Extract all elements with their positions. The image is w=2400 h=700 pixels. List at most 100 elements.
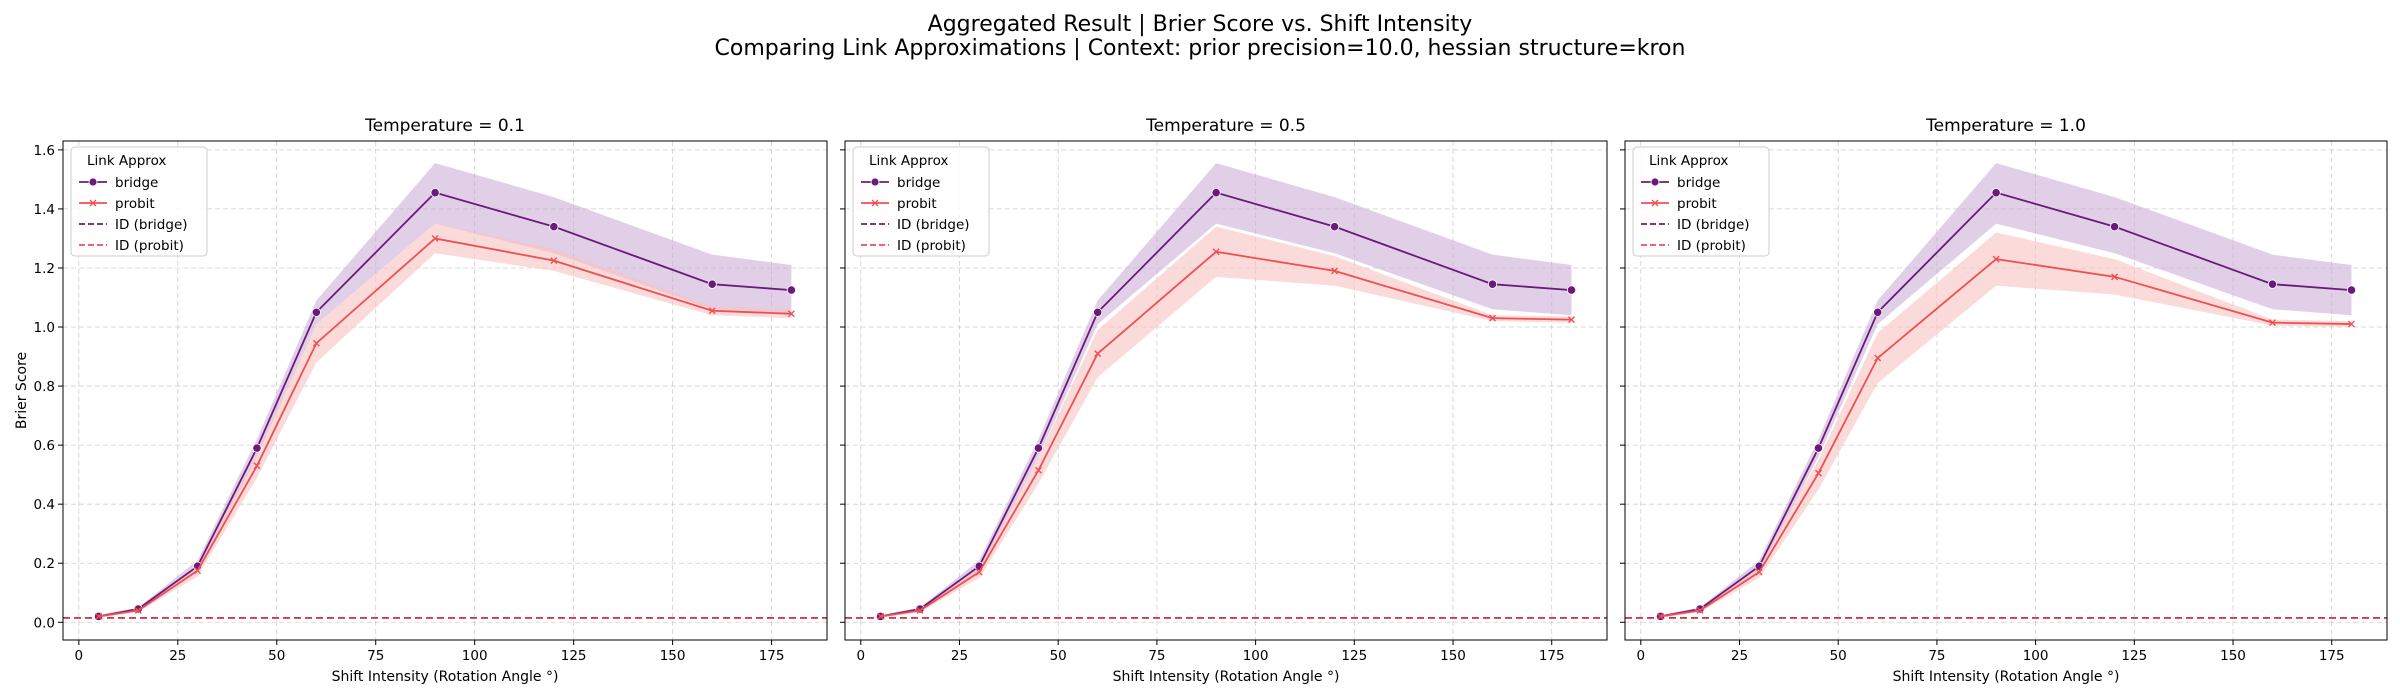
y-tick-label: 0.0 (34, 615, 55, 631)
legend-marker (1651, 199, 1659, 207)
legend-marker (1650, 177, 1660, 187)
data-point-bridge (2346, 285, 2357, 295)
data-point-probit (1992, 255, 2000, 263)
x-tick-label: 150 (1440, 648, 1466, 664)
axes-frame (62, 140, 828, 641)
subplot-2: Temperature = 0.5 0 25 50 75 100 125 150 175 Shif… (840, 116, 1608, 685)
x-tick-label: 0 (856, 648, 865, 664)
figure-title-line1: Aggregated Result | Brier Score vs. Shif… (928, 12, 1473, 37)
legend-title: Link Approx (87, 153, 166, 169)
x-tick-label: 75 (367, 648, 384, 664)
data-point-probit (787, 310, 795, 318)
legend-entry-label: bridge (1677, 175, 1720, 191)
x-axis-label: Shift Intensity (Rotation Angle °) (1893, 669, 2120, 685)
data-point-bridge (1566, 285, 1577, 295)
data-point-bridge (707, 279, 717, 289)
data-point-probit (2269, 319, 2276, 327)
legend: Link Approx bridge probit ID (bridge) ID (pr… (852, 146, 990, 257)
data-point-probit (253, 462, 261, 470)
y-tick-label: 0.8 (34, 379, 55, 395)
legend-entry-label: probit (1677, 196, 1717, 212)
y-axis-label: Brier Score (14, 352, 30, 429)
data-point-probit (1755, 568, 1763, 576)
x-tick-label: 0 (1636, 648, 1645, 664)
data-point-bridge (1329, 222, 1340, 232)
x-tick-label: 100 (462, 648, 488, 664)
x-tick-label: 75 (1148, 648, 1165, 664)
data-point-bridge (549, 222, 559, 232)
data-point-probit (431, 234, 439, 242)
subplot-3: Temperature = 1.0 0 25 50 75 100 125 150 175 Shif… (1620, 116, 2388, 685)
legend-entry-label: bridge (115, 175, 158, 191)
data-point-probit (1874, 354, 1882, 362)
x-tick-label: 100 (1243, 648, 1269, 664)
y-tick-label: 1.0 (34, 320, 55, 336)
y-tick-label: 0.4 (34, 497, 55, 513)
legend-entry-label: ID (bridge) (897, 217, 970, 233)
data-point-probit (916, 606, 924, 614)
x-tick-label: 75 (1928, 648, 1945, 664)
x-tick-label: 25 (1731, 648, 1748, 664)
data-point-bridge (430, 188, 440, 198)
data-point-probit (975, 568, 983, 576)
x-tick-label: 25 (951, 648, 968, 664)
x-axis-label: Shift Intensity (Rotation Angle °) (332, 669, 559, 685)
data-point-probit (1094, 350, 1102, 358)
y-tick-label: 0.6 (34, 438, 55, 454)
y-tick-label: 1.6 (34, 143, 55, 159)
y-tick-label: 1.2 (34, 261, 55, 277)
legend-box (1632, 146, 1770, 257)
data-point-probit (1696, 606, 1704, 614)
data-point-bridge (1093, 307, 1103, 317)
data-point-probit (194, 567, 202, 575)
x-tick-label: 175 (759, 648, 785, 664)
subplot-title: Temperature = 0.5 (1145, 116, 1306, 136)
data-point-bridge (2267, 279, 2278, 289)
data-point-probit (1657, 612, 1665, 620)
data-point-bridge (1813, 443, 1824, 453)
data-point-probit (312, 339, 320, 347)
legend-marker (89, 199, 97, 207)
legend-entry-label: probit (897, 196, 937, 212)
x-tick-label: 150 (2220, 648, 2246, 664)
axes-frame (844, 140, 1608, 641)
legend: Link Approx bridge probit ID (bridge) ID (pr… (70, 146, 208, 257)
legend-entry-label: probit (115, 196, 155, 212)
subplot-title: Temperature = 0.1 (364, 116, 525, 136)
legend-entry-label: bridge (897, 175, 940, 191)
x-tick-label: 100 (2023, 648, 2049, 664)
x-tick-label: 150 (660, 648, 686, 664)
legend-entry-label: ID (bridge) (115, 217, 188, 233)
data-point-probit (877, 612, 885, 620)
x-tick-label: 125 (2121, 648, 2147, 664)
data-point-probit (1814, 469, 1822, 477)
data-point-probit (95, 612, 103, 620)
data-point-bridge (252, 443, 262, 453)
data-point-probit (2347, 320, 2355, 328)
data-point-probit (1331, 267, 1339, 275)
data-point-probit (2111, 273, 2119, 281)
x-tick-label: 175 (1539, 648, 1565, 664)
x-tick-label: 175 (2319, 648, 2345, 664)
legend-entry-label: ID (probit) (115, 238, 184, 254)
data-point-probit (1489, 314, 1496, 322)
data-point-bridge (311, 307, 321, 317)
legend-box (70, 146, 208, 257)
legend-marker (870, 177, 880, 187)
x-axis-label: Shift Intensity (Rotation Angle °) (1113, 669, 1340, 685)
x-tick-label: 125 (561, 648, 587, 664)
legend-entry-label: ID (probit) (1677, 238, 1746, 254)
data-point-bridge (1873, 307, 1883, 317)
subplots: Temperature = 0.1 0 25 50 75 100 125 150 175 0.0 0… (14, 116, 2388, 685)
data-point-bridge (1487, 279, 1498, 289)
legend: Link Approx bridge probit ID (bridge) ID (pr… (1632, 146, 1770, 257)
legend-marker (88, 177, 98, 187)
x-tick-label: 125 (1341, 648, 1367, 664)
data-point-probit (1034, 466, 1042, 474)
data-point-probit (1212, 248, 1220, 256)
x-tick-label: 0 (75, 648, 84, 664)
data-point-bridge (1033, 443, 1044, 453)
data-point-bridge (786, 285, 796, 295)
x-tick-label: 25 (169, 648, 186, 664)
y-tick-label: 0.2 (34, 556, 55, 572)
